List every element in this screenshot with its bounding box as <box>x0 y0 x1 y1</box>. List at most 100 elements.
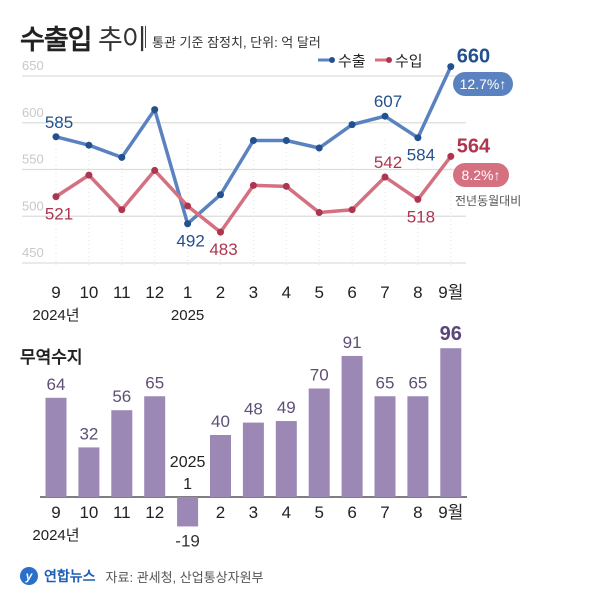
bar <box>341 355 363 497</box>
x-tick-label: 9 <box>51 503 60 522</box>
bar-value-label: 70 <box>310 366 329 385</box>
yonhap-logo-icon: y <box>20 567 38 585</box>
data-point <box>217 228 224 236</box>
data-label: 585 <box>45 113 73 132</box>
data-label: 542 <box>374 153 402 172</box>
data-point <box>348 206 356 214</box>
bar-value-label: 48 <box>244 400 263 419</box>
x-tick-sublabel: 2024년 <box>32 307 79 324</box>
x-tick-label: 1 <box>183 283 192 302</box>
data-point <box>151 106 159 114</box>
data-point <box>151 166 159 174</box>
data-point <box>118 206 126 214</box>
data-label: 492 <box>176 232 204 251</box>
chart-title: 수출입 추이 <box>20 18 147 57</box>
x-tick-label: 8 <box>413 503 422 522</box>
data-label: 518 <box>407 207 435 226</box>
x-tick-label: 5 <box>314 503 323 522</box>
brand-name: 연합뉴스 <box>44 568 96 584</box>
x-tick-sublabel: 2025 <box>171 307 204 324</box>
y-tick-label: 450 <box>22 245 44 260</box>
bar-value-label: 96 <box>440 323 462 345</box>
change-badge <box>453 163 509 187</box>
badge-note: 전년동월대비 <box>455 194 521 208</box>
data-point <box>282 137 290 145</box>
data-point <box>85 171 93 179</box>
x-tick-label: 4 <box>282 503 291 522</box>
x-tick-label: 2 <box>216 283 225 302</box>
x-tick-label: 11 <box>113 283 131 302</box>
x-tick-label: 10 <box>79 283 98 302</box>
data-point <box>315 144 323 152</box>
data-point <box>381 173 389 181</box>
data-point <box>52 133 60 141</box>
footer: y 연합뉴스 자료: 관세청, 산업통상자원부 <box>20 566 264 586</box>
x-tick-label: 12 <box>145 503 164 522</box>
x-tick-label: 7 <box>380 283 389 302</box>
bar <box>45 397 67 497</box>
bar-value-label: 65 <box>376 373 395 392</box>
x-tick-label: 9월 <box>438 283 463 302</box>
bar <box>111 410 133 497</box>
data-point <box>184 220 192 228</box>
data-label-last: 564 <box>457 135 491 157</box>
x-tick-label: 6 <box>347 503 356 522</box>
bar-value-label: 65 <box>408 373 427 392</box>
bar-value-label: 64 <box>47 375 66 394</box>
bar <box>440 348 462 497</box>
data-point <box>414 195 422 203</box>
data-point <box>447 152 455 160</box>
bar-value-label: 32 <box>79 424 98 443</box>
x-tick-label: 7 <box>380 503 389 522</box>
data-label-last: 660 <box>457 46 490 68</box>
data-point <box>52 193 60 201</box>
bar-chart-title: 무역수지 <box>20 348 83 367</box>
x-tick-label: 11 <box>113 503 131 522</box>
data-label: 483 <box>209 240 237 259</box>
x-tick-label: 9 <box>51 283 60 302</box>
x-tick-label: 1 <box>183 476 192 493</box>
legend-marker <box>386 57 392 63</box>
data-point <box>282 182 290 190</box>
title-bold: 수출입 <box>20 25 93 55</box>
data-point <box>118 153 126 161</box>
bar <box>144 396 166 497</box>
x-tick-sublabel: 2024년 <box>32 527 79 544</box>
data-point <box>447 63 455 71</box>
x-tick-label: 3 <box>249 283 258 302</box>
legend-marker <box>329 57 335 63</box>
bar-value-label: 56 <box>112 387 131 406</box>
change-badge <box>453 72 513 96</box>
x-tick-sublabel: 2025 <box>170 454 206 471</box>
bar-value-label: 40 <box>211 412 230 431</box>
x-tick-label: 10 <box>79 503 98 522</box>
legend-label: 수출 <box>338 53 366 70</box>
data-label: 584 <box>407 146 435 165</box>
data-point <box>414 134 422 142</box>
data-point <box>381 112 389 120</box>
y-tick-label: 550 <box>22 152 44 167</box>
bar <box>242 422 264 497</box>
bar <box>177 497 199 527</box>
x-tick-label: 2 <box>216 503 225 522</box>
title-light: 추이 <box>98 25 147 55</box>
data-point <box>85 141 93 149</box>
data-point <box>249 181 257 189</box>
x-tick-label: 9월 <box>438 503 463 522</box>
bar-value-label: 49 <box>277 398 296 417</box>
x-tick-label: 5 <box>314 283 323 302</box>
bar-value-label: -19 <box>175 531 200 550</box>
x-tick-label: 6 <box>347 283 356 302</box>
data-point <box>348 121 356 129</box>
bar-value-label: 65 <box>145 373 164 392</box>
x-tick-label: 8 <box>413 283 422 302</box>
y-tick-label: 600 <box>22 105 44 120</box>
bar <box>308 388 330 497</box>
bar <box>78 447 100 497</box>
bar-value-label: 91 <box>343 333 362 352</box>
source-text: 자료: 관세청, 산업통상자원부 <box>105 569 264 585</box>
data-point <box>315 209 323 217</box>
chart-subtitle: 통관 기준 잠정치, 단위: 억 달러 <box>152 35 321 50</box>
bar <box>275 421 297 497</box>
data-point <box>184 202 192 210</box>
